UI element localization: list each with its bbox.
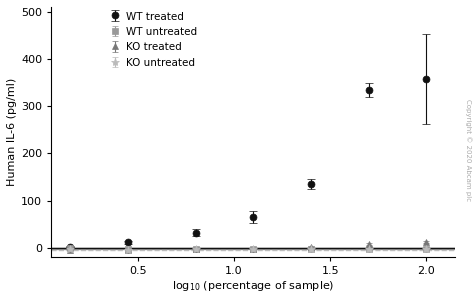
Y-axis label: Human IL-6 (pg/ml): Human IL-6 (pg/ml) (7, 78, 17, 186)
Text: Copyright © 2020 Abcam plc: Copyright © 2020 Abcam plc (465, 99, 472, 201)
X-axis label: log$_{10}$ (percentage of sample): log$_{10}$ (percentage of sample) (172, 279, 335, 293)
Legend: WT treated, WT untreated, KO treated, KO untreated: WT treated, WT untreated, KO treated, KO… (105, 7, 201, 72)
